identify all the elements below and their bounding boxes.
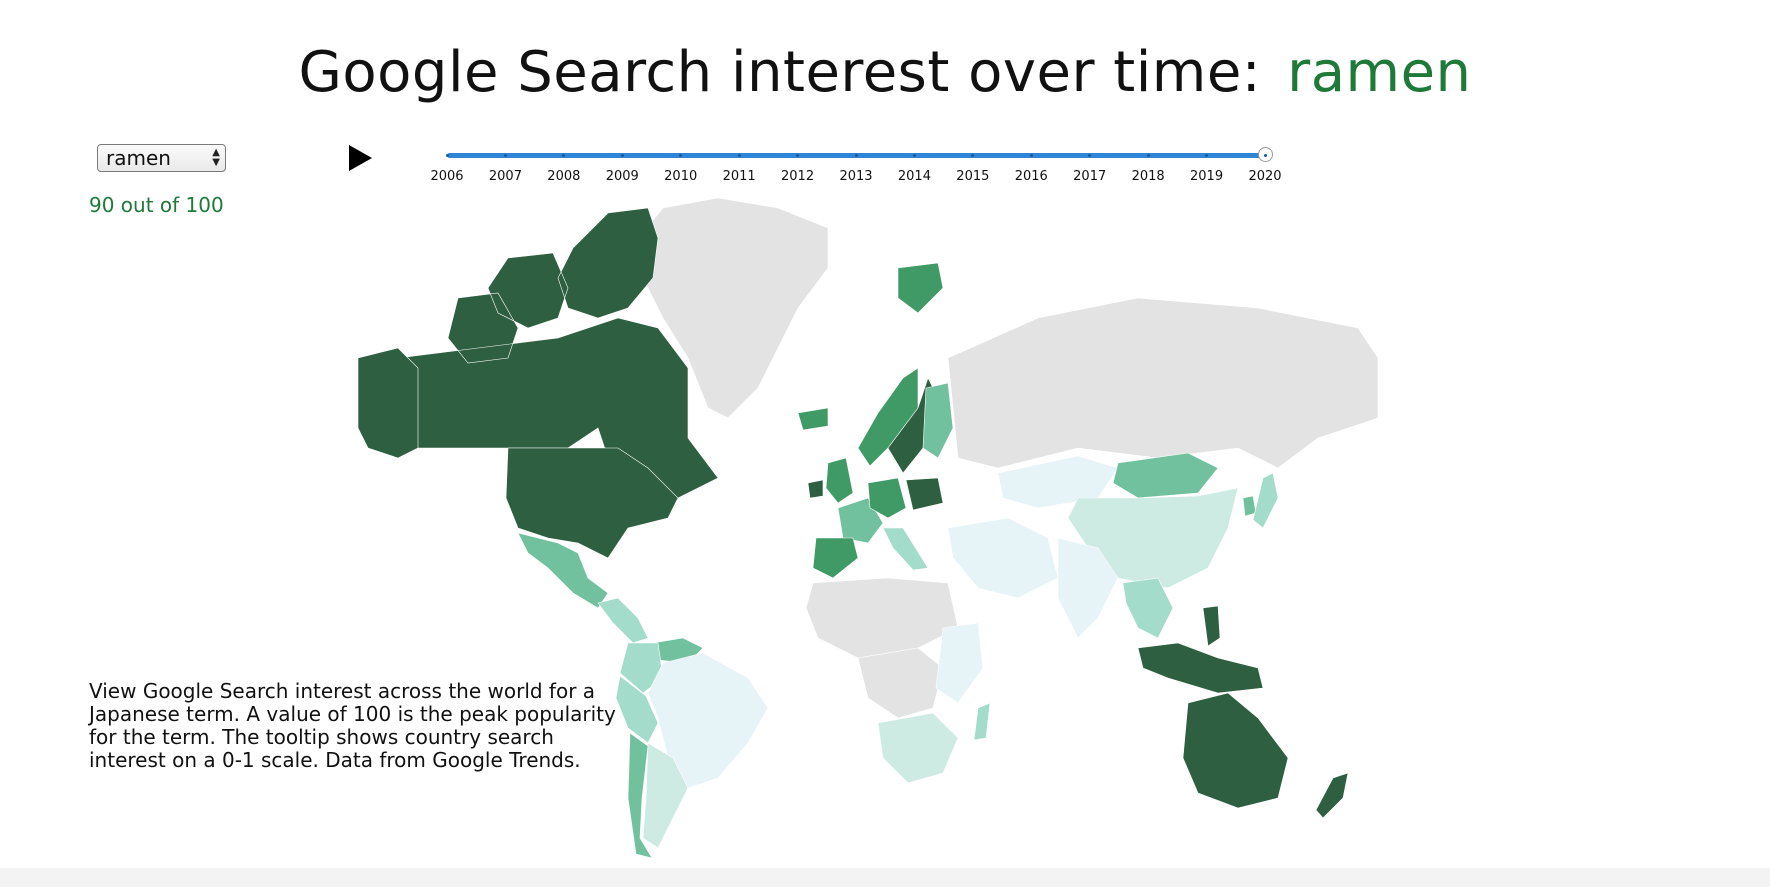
region-southeast-asia[interactable] bbox=[1122, 577, 1174, 639]
slider-year-label[interactable]: 2015 bbox=[956, 169, 990, 184]
region-united-states[interactable] bbox=[505, 447, 679, 559]
region-japan[interactable] bbox=[1252, 472, 1279, 529]
region-chile[interactable] bbox=[627, 732, 653, 858]
world-map bbox=[358, 198, 1378, 858]
region-svalbard[interactable] bbox=[897, 262, 944, 314]
region-ireland[interactable] bbox=[807, 479, 824, 499]
region-south-korea[interactable] bbox=[1242, 495, 1257, 517]
title-prefix: Google Search interest over time: bbox=[298, 40, 1262, 105]
slider-tick bbox=[854, 154, 858, 157]
region-philippines[interactable] bbox=[1202, 605, 1221, 647]
footer-bar bbox=[0, 868, 1770, 887]
region-east-africa[interactable] bbox=[935, 622, 984, 704]
slider-year-label[interactable]: 2011 bbox=[722, 169, 756, 184]
slider-tick bbox=[1029, 154, 1033, 157]
select-arrows-icon: ▲ ▼ bbox=[212, 147, 220, 168]
score-text: 90 out of 100 bbox=[89, 193, 224, 217]
region-germany[interactable] bbox=[867, 477, 907, 519]
region-madagascar[interactable] bbox=[973, 702, 991, 741]
region-italy[interactable] bbox=[882, 527, 929, 571]
slider-year-label[interactable]: 2017 bbox=[1073, 169, 1107, 184]
slider-tick bbox=[1088, 154, 1092, 157]
play-icon[interactable] bbox=[349, 145, 372, 171]
slider-year-label[interactable]: 2012 bbox=[781, 169, 815, 184]
slider-tick bbox=[912, 154, 916, 157]
slider-year-label[interactable]: 2013 bbox=[839, 169, 873, 184]
slider-tick bbox=[620, 154, 624, 157]
slider-tick bbox=[445, 154, 449, 157]
region-indonesia[interactable] bbox=[1137, 642, 1264, 694]
region-canada[interactable] bbox=[397, 207, 719, 499]
region-alaska[interactable] bbox=[358, 347, 419, 459]
region-mexico[interactable] bbox=[517, 532, 609, 609]
slider-tick bbox=[1205, 154, 1209, 157]
slider-tick bbox=[796, 154, 800, 157]
slider-tick bbox=[971, 154, 975, 157]
region-norway[interactable] bbox=[857, 367, 919, 467]
slider-tick bbox=[1263, 154, 1267, 157]
region-spain[interactable] bbox=[812, 537, 859, 579]
region-poland[interactable] bbox=[905, 477, 944, 511]
region-southern-africa[interactable] bbox=[877, 712, 959, 784]
slider-tick bbox=[1146, 154, 1150, 157]
year-slider[interactable]: 2006 2007 2008 2009 2010 2011 2012 2013 2014 2015… bbox=[430, 140, 1290, 190]
slider-tick bbox=[737, 154, 741, 157]
region-iceland[interactable] bbox=[797, 407, 829, 431]
region-mongolia[interactable] bbox=[1112, 452, 1219, 499]
slider-tick bbox=[562, 154, 566, 157]
slider-year-label[interactable]: 2019 bbox=[1190, 169, 1224, 184]
page-title: Google Search interest over time: ramen bbox=[0, 40, 1770, 105]
region-greenland[interactable] bbox=[637, 198, 829, 419]
slider-year-label[interactable]: 2010 bbox=[664, 169, 698, 184]
region-united-kingdom[interactable] bbox=[825, 457, 854, 504]
slider-year-label[interactable]: 2007 bbox=[488, 169, 522, 184]
region-finland[interactable] bbox=[922, 382, 954, 459]
region-brazil[interactable] bbox=[647, 652, 769, 789]
region-china[interactable] bbox=[1067, 487, 1239, 589]
region-central-africa[interactable] bbox=[857, 647, 944, 719]
region-australia[interactable] bbox=[1182, 692, 1289, 809]
slider-year-label[interactable]: 2020 bbox=[1248, 169, 1282, 184]
region-north-africa[interactable] bbox=[805, 577, 959, 659]
slider-year-label[interactable]: 2009 bbox=[605, 169, 639, 184]
region-argentina[interactable] bbox=[642, 742, 689, 849]
slider-year-label[interactable]: 2018 bbox=[1131, 169, 1165, 184]
region-new-zealand[interactable] bbox=[1315, 772, 1349, 819]
slider-tick bbox=[679, 154, 683, 157]
title-term: ramen bbox=[1287, 40, 1472, 105]
region-russia[interactable] bbox=[947, 297, 1378, 469]
slider-year-label[interactable]: 2016 bbox=[1014, 169, 1048, 184]
region-middle-east[interactable] bbox=[947, 517, 1059, 599]
slider-year-label[interactable]: 2008 bbox=[547, 169, 581, 184]
slider-tick bbox=[503, 154, 507, 157]
slider-year-label[interactable]: 2014 bbox=[897, 169, 931, 184]
region-india[interactable] bbox=[1057, 537, 1119, 639]
description-text: View Google Search interest across the w… bbox=[89, 679, 616, 772]
term-select[interactable]: ramen ▲ ▼ bbox=[97, 144, 226, 172]
slider-year-label[interactable]: 2006 bbox=[430, 169, 464, 184]
region-central-america[interactable] bbox=[597, 597, 649, 644]
term-select-value: ramen bbox=[106, 146, 171, 170]
